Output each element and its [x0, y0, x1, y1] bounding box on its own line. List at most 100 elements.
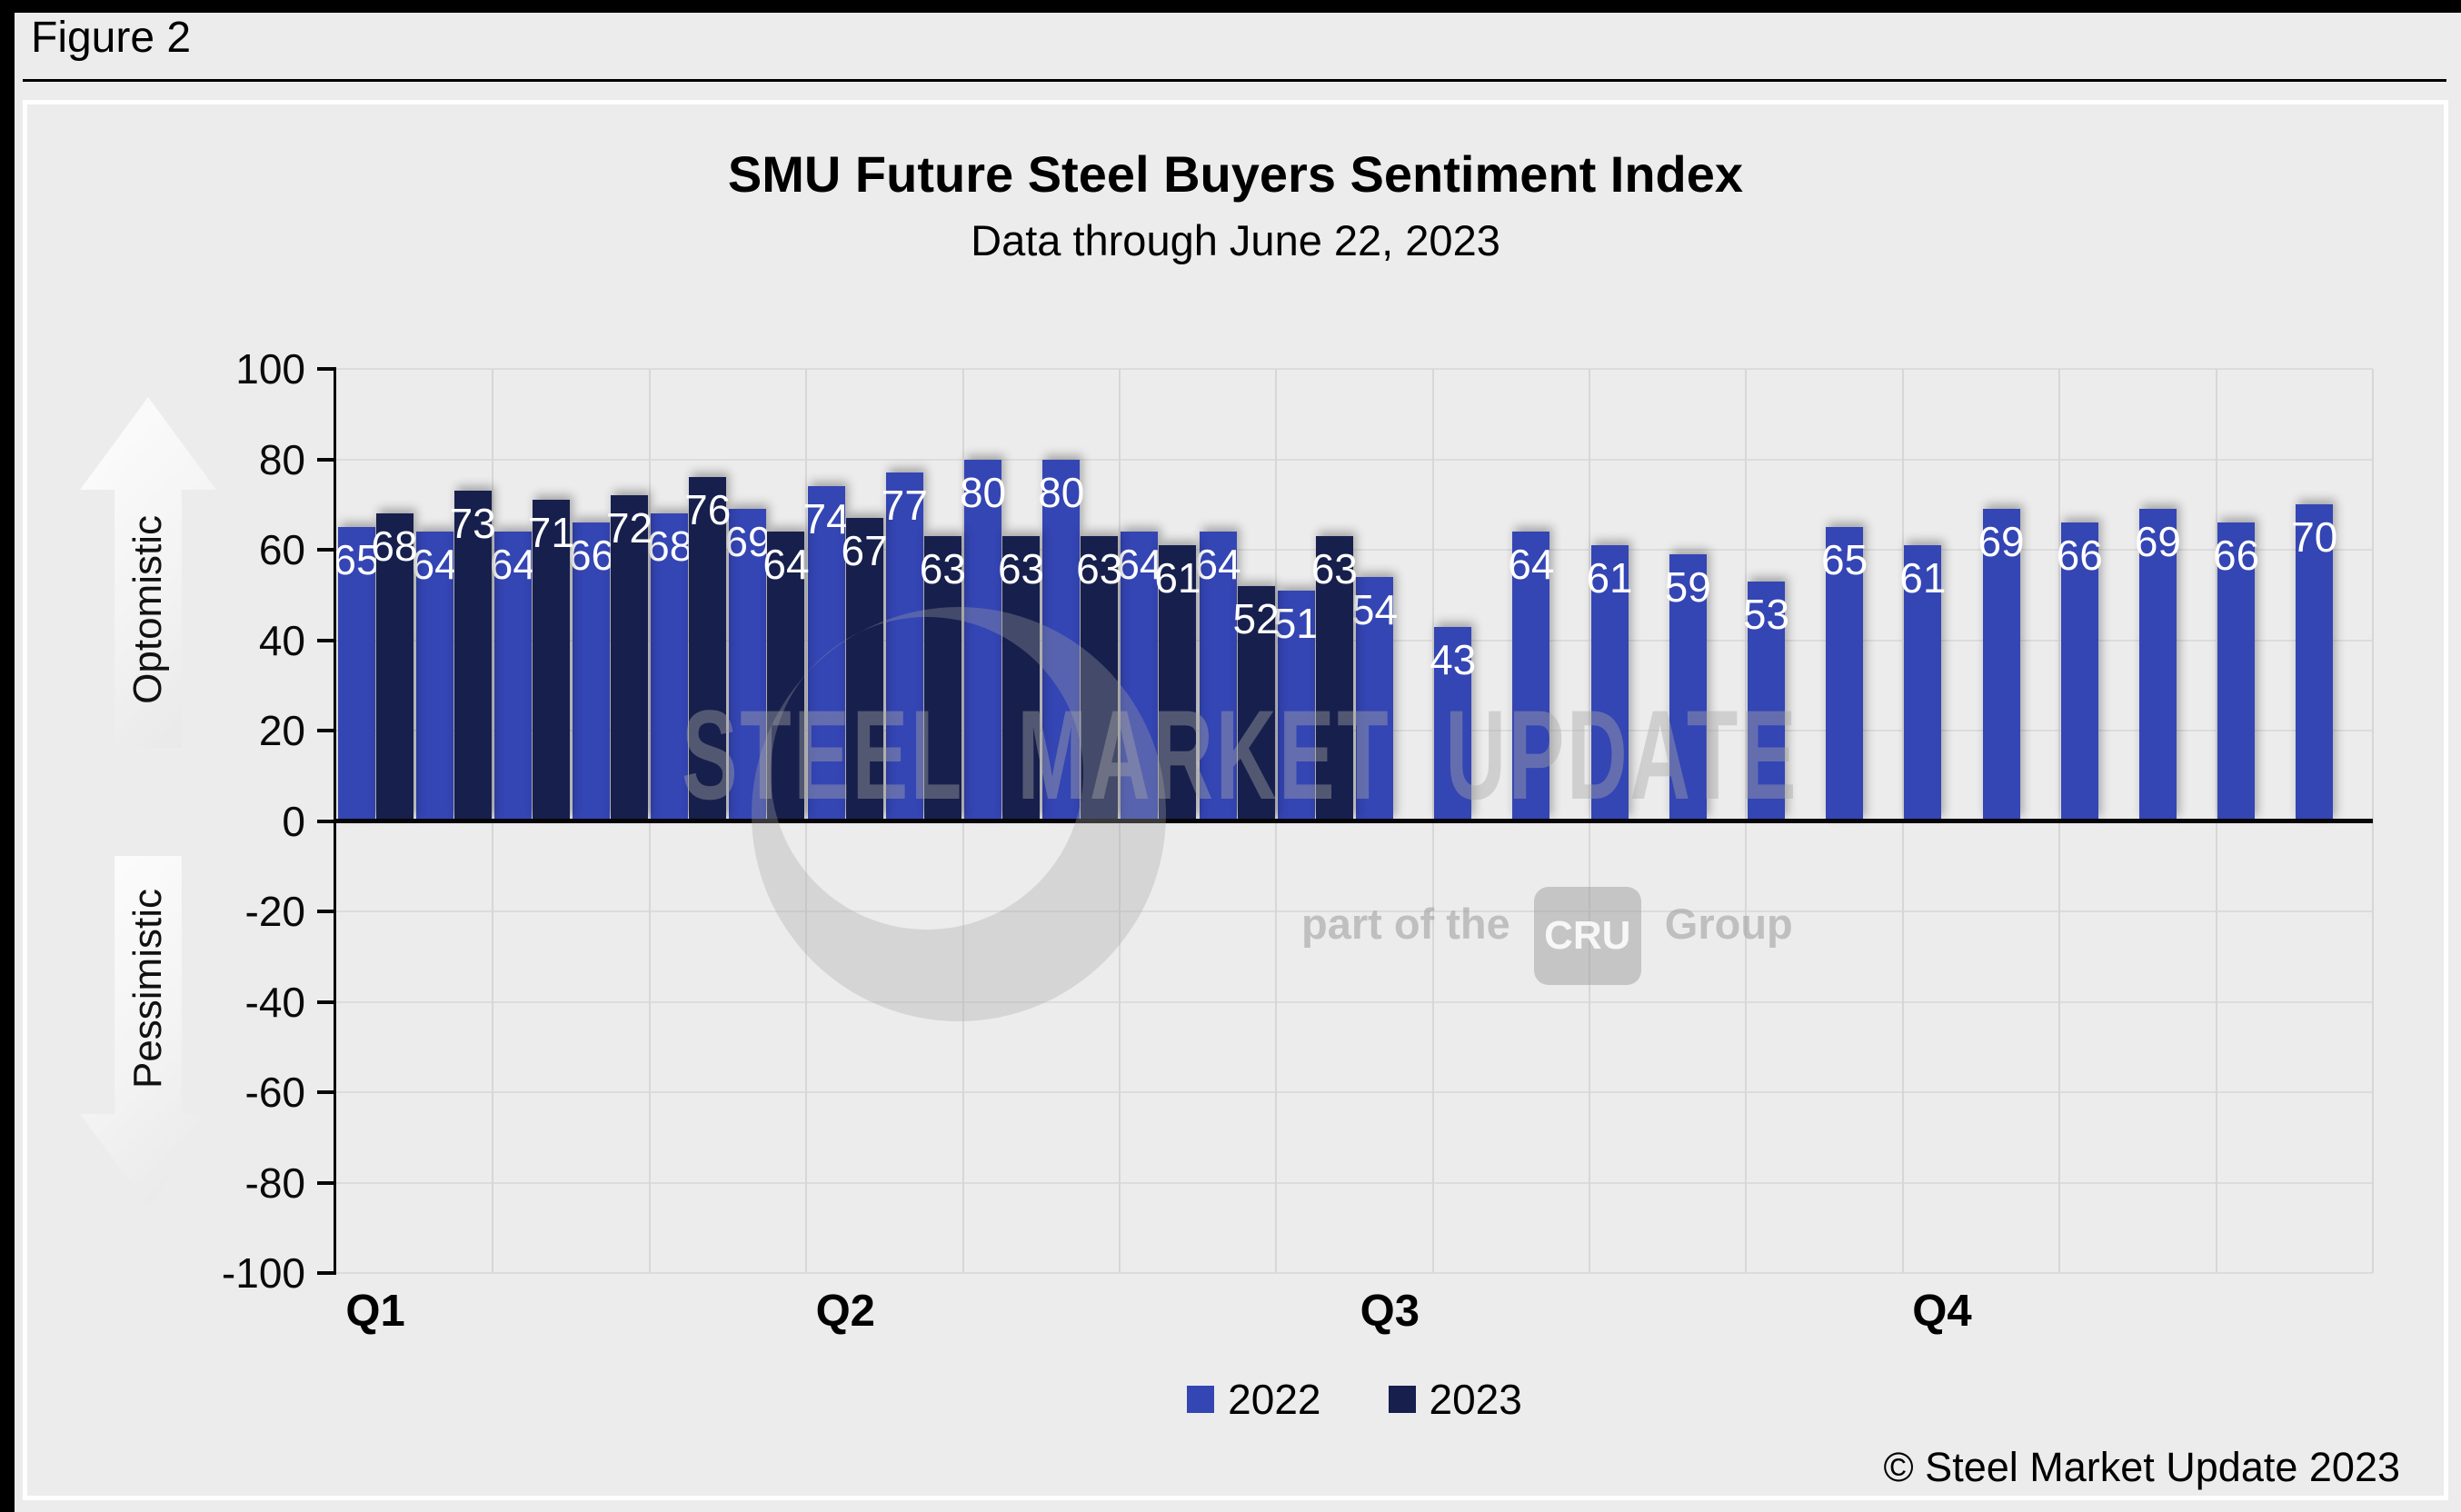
top-border: [0, 0, 2461, 13]
bar-2023: 76: [684, 477, 731, 821]
bar-2022: 64: [412, 532, 458, 821]
bar-2022: 64: [1116, 532, 1163, 821]
legend-label: 2023: [1429, 1376, 1522, 1423]
bar-value-label: 54: [1350, 585, 1399, 633]
y-axis-tick: [317, 910, 334, 913]
y-axis-tick: [317, 1000, 334, 1004]
figure-rule: [23, 79, 2446, 82]
bar-2022: 65: [333, 527, 380, 821]
gridline-h: [336, 1272, 2373, 1274]
bar-value-label: 52: [1232, 594, 1280, 642]
bar-value-label: 69: [724, 518, 772, 566]
chart-subtitle: Data through June 22, 2023: [971, 216, 1500, 264]
bar-value-label: 64: [411, 541, 458, 589]
bar-value-label: 65: [1821, 536, 1868, 584]
legend-swatch-icon: [1187, 1386, 1215, 1413]
gridline-h: [336, 730, 2373, 731]
bar-value-label: 61: [1899, 554, 1947, 602]
plot-area: STEEL MARKET UPDATE part of the CRU Grou…: [222, 345, 2374, 1336]
y-axis-tick: [317, 1271, 334, 1275]
bar-2022: 80: [960, 459, 1006, 821]
bar-value-label: 68: [646, 522, 693, 571]
legend-item-2022: 2022: [1187, 1375, 1321, 1424]
chart-panel: SMU Future Steel Buyers Sentiment Index …: [23, 100, 2448, 1500]
x-axis-label-q2: Q2: [815, 1287, 875, 1336]
bar-value-label: 59: [1664, 562, 1711, 611]
bar-value-label: 63: [1076, 545, 1123, 593]
bar-value-label: 73: [449, 500, 496, 548]
gridline-h: [336, 458, 2373, 461]
bar-2022: 69: [1978, 509, 2025, 821]
bar-2022: 69: [2135, 509, 2181, 821]
chart-title: SMU Future Steel Buyers Sentiment Index: [727, 145, 1744, 203]
gridline-h: [336, 1000, 2373, 1003]
optimistic-label: Optomistic: [125, 515, 170, 704]
legend-label: 2022: [1228, 1376, 1321, 1423]
bar-value-label: 53: [1742, 590, 1790, 638]
bar-2023: 67: [842, 518, 888, 821]
watermark-part-of-the: part of the: [1301, 899, 1510, 948]
figure-label: Figure 2: [31, 14, 192, 62]
optimistic-up-arrow-icon: Optomistic: [80, 397, 216, 748]
bar-2023: 68: [371, 513, 418, 821]
legend-swatch-icon: [1388, 1386, 1416, 1413]
bar-value-label: 66: [567, 532, 615, 580]
bar-value-label: 64: [1508, 541, 1555, 589]
bar-2022: 69: [724, 509, 772, 821]
y-axis-tick: [317, 638, 334, 642]
bar-value-label: 71: [527, 509, 574, 557]
bar-2023: 63: [1076, 536, 1122, 821]
watermark-subline: part of the CRU Group: [1301, 874, 1793, 985]
y-axis-tick: [317, 457, 334, 462]
y-tick-label: -40: [244, 978, 305, 1026]
bar-value-label: 69: [2134, 518, 2182, 566]
bar-2022: 61: [1586, 545, 1633, 821]
bar-value-label: 77: [881, 482, 928, 530]
bar-2022: 51: [1273, 590, 1320, 821]
bar-value-label: 43: [1430, 635, 1477, 683]
gridline-h: [336, 368, 2373, 370]
bar-2022: 77: [882, 472, 928, 821]
watermark-group: Group: [1664, 899, 1793, 948]
y-tick-label: 40: [258, 616, 305, 664]
bar-2022: 53: [1743, 581, 1789, 821]
gridline-h: [336, 910, 2373, 912]
y-tick-label: -100: [221, 1249, 305, 1297]
bar-value-label: 63: [997, 545, 1045, 593]
bar-2022: 70: [2291, 504, 2337, 821]
bar-2023: 71: [528, 500, 574, 821]
bar-2023: 72: [606, 495, 653, 821]
bar-value-label: 66: [2213, 532, 2260, 580]
y-axis-tick: [317, 819, 334, 823]
pessimistic-label: Pessimistic: [125, 889, 170, 1089]
legend: 2022 2023: [336, 1375, 2373, 1424]
bar-value-label: 61: [1586, 554, 1633, 602]
bar-value-label: 51: [1272, 599, 1320, 647]
x-axis-label-q1: Q1: [345, 1287, 405, 1336]
bar-2022: 66: [568, 522, 614, 821]
bar-value-label: 72: [605, 504, 653, 552]
bar-value-label: 65: [333, 536, 380, 584]
y-axis-tick: [317, 1090, 334, 1094]
bar-value-label: 70: [2291, 513, 2338, 562]
y-tick-label: 80: [258, 435, 305, 483]
bar-value-label: 64: [1116, 541, 1163, 589]
bar-2023: 61: [1154, 545, 1201, 821]
bar-2022: 65: [1821, 527, 1868, 821]
y-axis-tick: [317, 729, 334, 732]
watermark-text: STEEL MARKET UPDATE: [682, 683, 1799, 826]
bar-value-label: 66: [2056, 532, 2103, 580]
x-axis-zero-line: [336, 819, 2373, 823]
bar-value-label: 76: [684, 486, 732, 534]
y-tick-label: -60: [244, 1069, 305, 1116]
bar-2022: 74: [803, 486, 850, 821]
bar-2022: 66: [2213, 522, 2259, 821]
bar-2022: 64: [1195, 532, 1241, 821]
y-tick-label: -20: [244, 888, 305, 935]
bar-value-label: 64: [762, 541, 810, 589]
left-border: [0, 0, 15, 1512]
bar-value-label: 61: [1154, 554, 1201, 602]
bar-value-label: 63: [1310, 545, 1358, 593]
bar-2022: 68: [646, 513, 692, 821]
bar-2023: 73: [450, 491, 496, 821]
